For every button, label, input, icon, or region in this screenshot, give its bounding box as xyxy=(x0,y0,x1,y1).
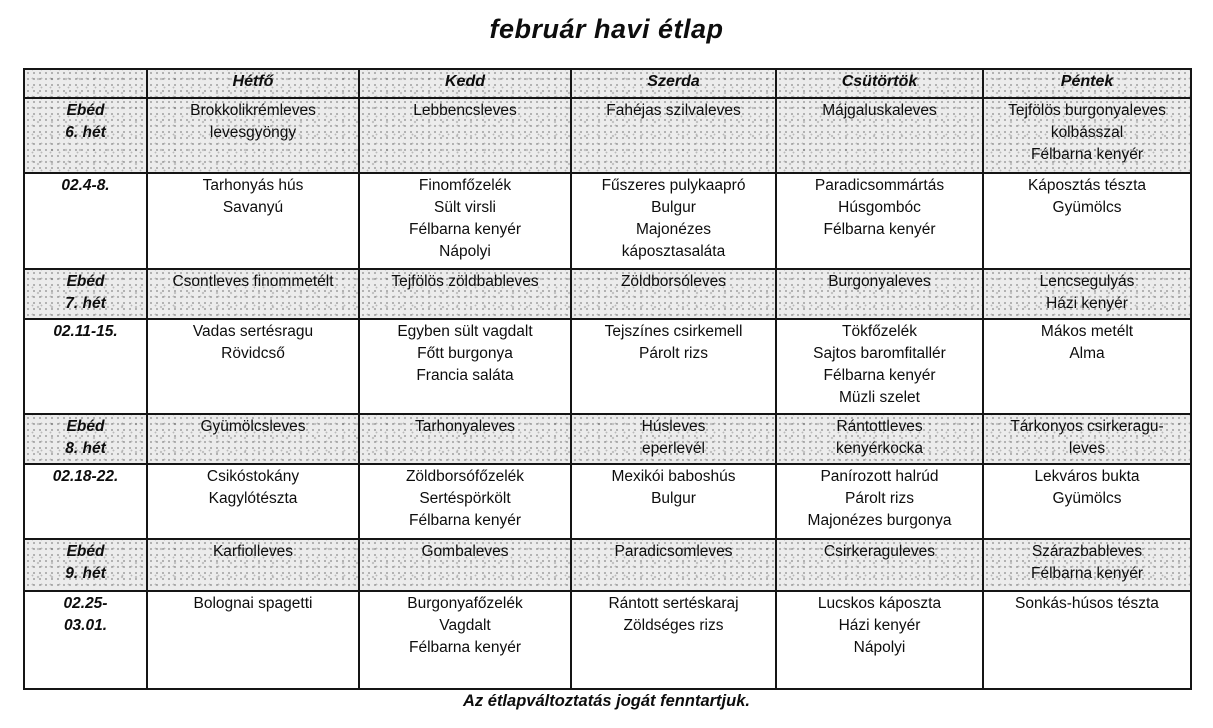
menu-cell: Paradicsomleves xyxy=(570,538,777,592)
table-row-soup-week8: Ebéd 8. hét Gyümölcsleves Tarhonyaleves … xyxy=(23,413,1192,465)
row-label: 02.18-22. xyxy=(23,463,148,540)
menu-cell: Sonkás-húsos tészta xyxy=(982,590,1192,690)
page-title: február havi étlap xyxy=(489,14,724,44)
table-row-main-week7: 02.11-15. Vadas sertésragu Rövidcső Egyb… xyxy=(23,318,1192,415)
menu-cell: Lebbencsleves xyxy=(358,97,572,174)
table-row-main-week6: 02.4-8. Tarhonyás hús Savanyú Finomfőzel… xyxy=(23,172,1192,270)
table-row-soup-week6: Ebéd 6. hét Brokkolikrémleves levesgyöng… xyxy=(23,97,1192,174)
row-label: 02.25- 03.01. xyxy=(23,590,148,690)
menu-cell: Egyben sült vagdalt Főtt burgonya Franci… xyxy=(358,318,572,415)
header-wednesday: Szerda xyxy=(570,68,777,99)
row-label: 02.4-8. xyxy=(23,172,148,270)
menu-cell: Zöldborsófőzelék Sertéspörkölt Félbarna … xyxy=(358,463,572,540)
menu-cell: Lencsegulyás Házi kenyér xyxy=(982,268,1192,320)
header-friday: Péntek xyxy=(982,68,1192,99)
menu-cell: Gombaleves xyxy=(358,538,572,592)
menu-cell: Rántott sertéskaraj Zöldséges rizs xyxy=(570,590,777,690)
menu-cell: Burgonyaleves xyxy=(775,268,984,320)
menu-cell: Káposztás tészta Gyümölcs xyxy=(982,172,1192,270)
menu-cell: Gyümölcsleves xyxy=(146,413,360,465)
row-label: Ebéd 8. hét xyxy=(23,413,148,465)
menu-cell: Fűszeres pulykaapró Bulgur Majonézes káp… xyxy=(570,172,777,270)
menu-cell: Brokkolikrémleves levesgyöngy xyxy=(146,97,360,174)
menu-cell: Tárkonyos csirkeragu- leves xyxy=(982,413,1192,465)
row-label: Ebéd 6. hét xyxy=(23,97,148,174)
table-row-soup-week7: Ebéd 7. hét Csontleves finommetélt Tejfö… xyxy=(23,268,1192,320)
table-header-row: Hétfő Kedd Szerda Csütörtök Péntek xyxy=(23,68,1192,99)
menu-cell: Szárazbableves Félbarna kenyér xyxy=(982,538,1192,592)
menu-cell: Mákos metélt Alma xyxy=(982,318,1192,415)
header-empty xyxy=(23,68,148,99)
menu-cell: Paradicsommártás Húsgombóc Félbarna keny… xyxy=(775,172,984,270)
menu-cell: Tejszínes csirkemell Párolt rizs xyxy=(570,318,777,415)
header-monday: Hétfő xyxy=(146,68,360,99)
menu-cell: Karfiolleves xyxy=(146,538,360,592)
table-row-soup-week9: Ebéd 9. hét Karfiolleves Gombaleves Para… xyxy=(23,538,1192,592)
menu-cell: Tarhonyás hús Savanyú xyxy=(146,172,360,270)
menu-cell: Mexikói baboshús Bulgur xyxy=(570,463,777,540)
menu-cell: Burgonyafőzelék Vagdalt Félbarna kenyér xyxy=(358,590,572,690)
menu-cell: Fahéjas szilvaleves xyxy=(570,97,777,174)
menu-cell: Finomfőzelék Sült virsli Félbarna kenyér… xyxy=(358,172,572,270)
menu-cell: Csirkeraguleves xyxy=(775,538,984,592)
header-thursday: Csütörtök xyxy=(775,68,984,99)
menu-cell: Rántottleves kenyérkocka xyxy=(775,413,984,465)
menu-cell: Csontleves finommetélt xyxy=(146,268,360,320)
row-label: 02.11-15. xyxy=(23,318,148,415)
menu-cell: Lucskos káposzta Házi kenyér Nápolyi xyxy=(775,590,984,690)
menu-cell: Panírozott halrúd Párolt rizs Majonézes … xyxy=(775,463,984,540)
menu-cell: Májgaluskaleves xyxy=(775,97,984,174)
menu-cell: Vadas sertésragu Rövidcső xyxy=(146,318,360,415)
menu-cell: Tejfölös zöldbableves xyxy=(358,268,572,320)
menu-cell: Bolognai spagetti xyxy=(146,590,360,690)
row-label: Ebéd 9. hét xyxy=(23,538,148,592)
table-row-main-week8: 02.18-22. Csikóstokány Kagylótészta Zöld… xyxy=(23,463,1192,540)
menu-cell: Húsleves eperlevél xyxy=(570,413,777,465)
header-tuesday: Kedd xyxy=(358,68,572,99)
menu-cell: Tarhonyaleves xyxy=(358,413,572,465)
menu-cell: Lekváros bukta Gyümölcs xyxy=(982,463,1192,540)
menu-cell: Csikóstokány Kagylótészta xyxy=(146,463,360,540)
menu-cell: Tejfölös burgonyaleves kolbásszal Félbar… xyxy=(982,97,1192,174)
menu-cell: Zöldborsóleves xyxy=(570,268,777,320)
table-row-main-week9: 02.25- 03.01. Bolognai spagetti Burgonya… xyxy=(23,590,1192,690)
menu-change-disclaimer: Az étlapváltoztatás jogát fenntartjuk. xyxy=(463,692,750,710)
menu-table: Hétfő Kedd Szerda Csütörtök Péntek Ebéd … xyxy=(23,68,1192,690)
row-label: Ebéd 7. hét xyxy=(23,268,148,320)
menu-cell: Tökfőzelék Sajtos baromfitallér Félbarna… xyxy=(775,318,984,415)
